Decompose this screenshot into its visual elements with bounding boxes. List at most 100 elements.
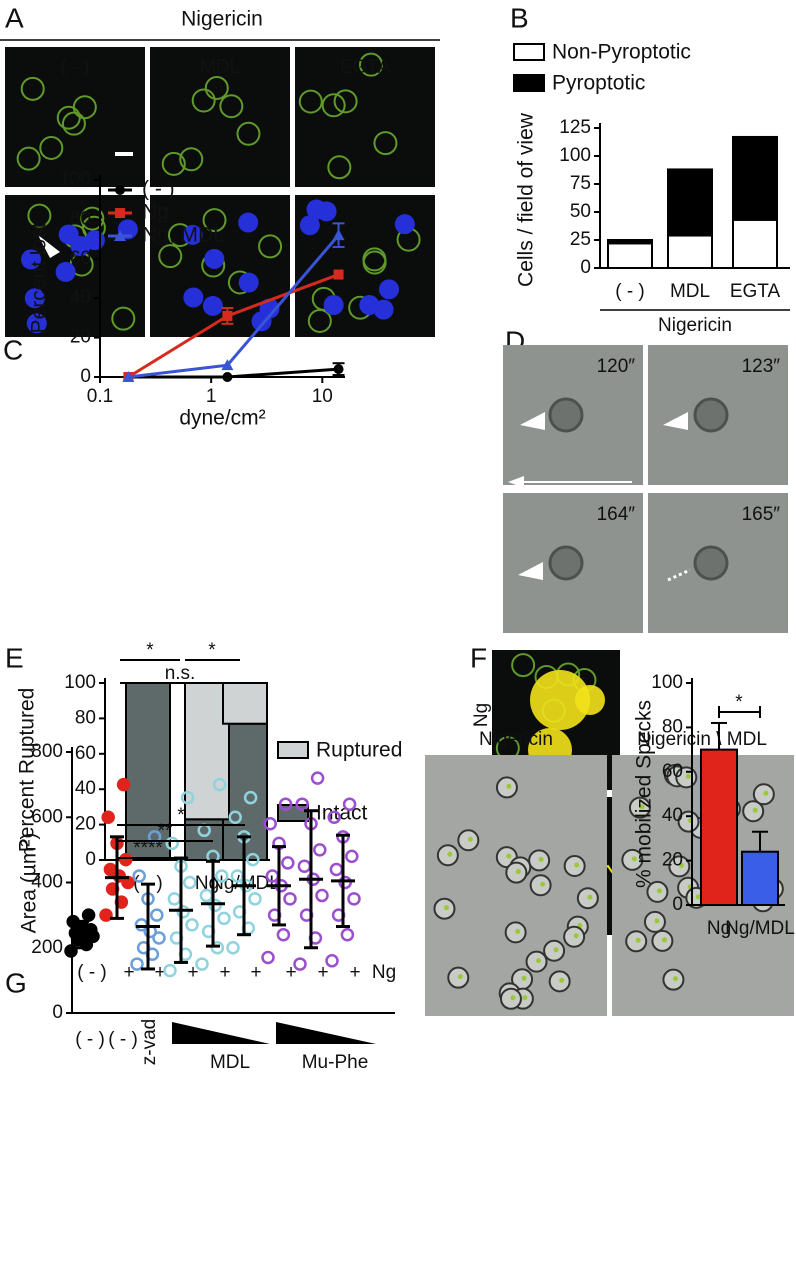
data-point <box>327 810 341 824</box>
data-point <box>293 957 307 971</box>
y-tick-label: 20 <box>75 814 96 835</box>
marker <box>222 372 233 382</box>
speck <box>587 894 593 900</box>
y-tick-label: 125 <box>559 117 591 138</box>
y-tick-label: 800 <box>31 741 63 762</box>
data-point <box>217 911 231 926</box>
x-tick-label: MDL <box>670 281 710 302</box>
data-point <box>176 905 190 919</box>
cell <box>39 135 64 160</box>
treatment-mark: + <box>250 962 261 983</box>
bar-segment <box>732 135 778 221</box>
data-point <box>195 957 209 971</box>
data-point <box>212 777 227 792</box>
y-tick-label: 100 <box>64 672 96 693</box>
data-point <box>147 830 162 844</box>
time-label: 164″ <box>597 504 636 525</box>
data-point <box>283 892 297 906</box>
speck <box>574 862 580 868</box>
data-point <box>313 843 327 857</box>
data-point <box>310 771 325 785</box>
image-title: Nigericin \ MDL <box>637 729 767 750</box>
x-tick-label: 1 <box>206 386 217 407</box>
data-point <box>215 869 229 883</box>
micrograph <box>150 47 290 187</box>
legend-label: Ruptured <box>316 739 402 762</box>
time-label: 123″ <box>742 356 781 377</box>
speck <box>521 975 527 981</box>
cell <box>27 203 52 228</box>
y-tick-label: 80 <box>75 707 96 728</box>
cell <box>161 151 186 176</box>
bar-segment <box>222 682 268 725</box>
speck <box>538 856 544 862</box>
cell <box>358 52 383 77</box>
scale-bar <box>115 152 133 156</box>
y-axis-label: Area (µm²) <box>18 833 41 934</box>
data-point <box>325 954 339 968</box>
data-point <box>340 927 355 942</box>
speck <box>685 773 691 779</box>
y-tick-label: 400 <box>31 872 63 893</box>
arrowhead <box>520 412 545 430</box>
column-label: MDL <box>200 57 240 78</box>
micrograph <box>5 47 145 187</box>
group-label: ( - ) <box>108 1029 138 1050</box>
bar <box>700 748 738 906</box>
speck <box>506 783 512 789</box>
speck <box>635 937 641 943</box>
y-tick-label: 80 <box>70 208 91 229</box>
data-point <box>261 950 275 965</box>
speck <box>639 804 645 810</box>
x-tick-label: 10 <box>312 386 333 407</box>
nucleus <box>238 212 259 233</box>
arrowhead <box>508 476 524 488</box>
bar-segment <box>732 218 778 269</box>
treatment-mark: + <box>285 962 296 983</box>
cell <box>219 94 244 119</box>
cell <box>298 89 323 114</box>
marker <box>221 359 234 371</box>
data-point <box>338 875 352 890</box>
time-label: 120″ <box>597 356 636 377</box>
data-point <box>150 908 164 922</box>
speck <box>443 905 449 911</box>
y-tick-label: 60 <box>75 743 96 764</box>
marker <box>332 229 345 241</box>
y-tick-label: 600 <box>31 806 63 827</box>
dose-wedge <box>172 1022 270 1044</box>
data-point <box>347 892 361 906</box>
x-axis-label: dyne/cm² <box>179 407 265 430</box>
data-point <box>152 931 166 945</box>
dashed-arrow <box>667 568 691 582</box>
cell <box>61 111 86 136</box>
data-point <box>163 963 177 978</box>
significance: * <box>177 805 185 826</box>
group-label: ( - ) <box>75 1029 105 1050</box>
cell <box>158 244 183 269</box>
significance: * <box>146 640 154 661</box>
data-point <box>167 892 182 906</box>
speck <box>506 853 512 859</box>
marker <box>222 310 233 321</box>
x-tick-label: ( - ) <box>615 281 645 302</box>
bar-segment <box>667 234 713 270</box>
nucleus <box>26 313 47 334</box>
y-tick-label: 25 <box>570 229 591 250</box>
data-point <box>243 790 258 805</box>
group-label: MDL <box>210 1052 250 1073</box>
speck <box>522 995 528 1001</box>
speck <box>515 928 521 934</box>
nucleus <box>379 279 400 300</box>
data-point <box>116 777 131 792</box>
speck <box>573 933 579 939</box>
cell <box>236 121 261 146</box>
arrowhead <box>518 562 543 580</box>
cell <box>179 147 204 172</box>
track <box>530 670 590 730</box>
nucleus <box>24 288 45 309</box>
cell <box>548 545 584 581</box>
y-tick-label: 100 <box>651 672 683 693</box>
significance: * <box>208 640 216 661</box>
